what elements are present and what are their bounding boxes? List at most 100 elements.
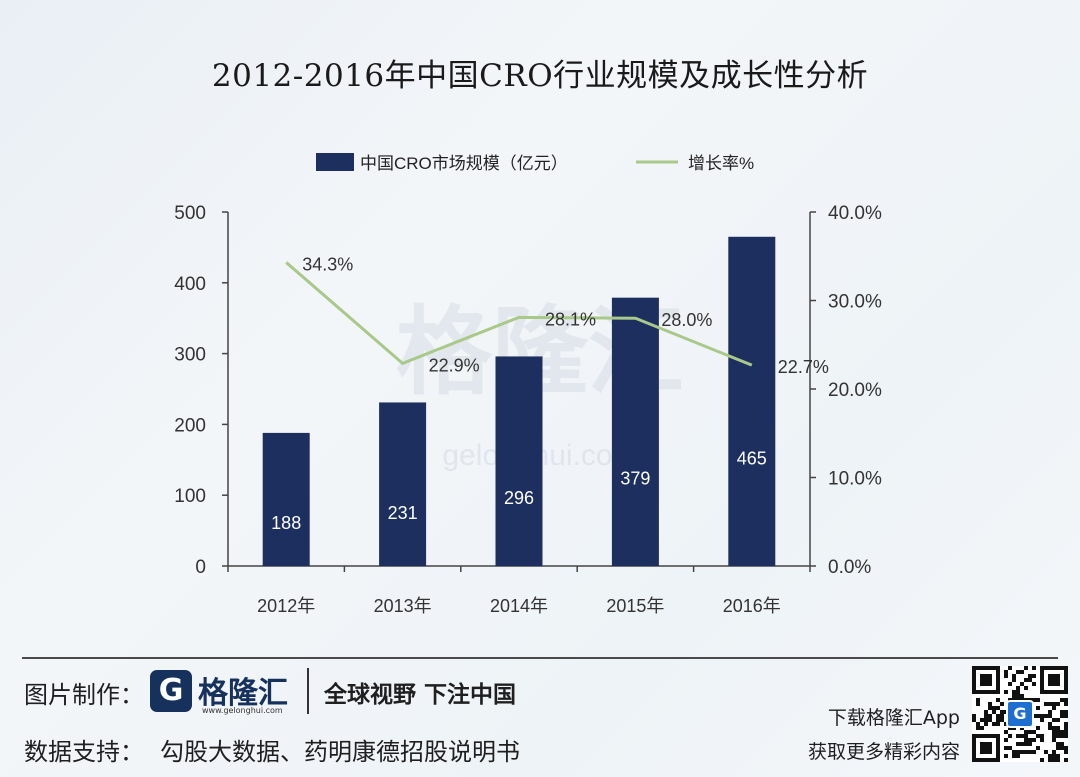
qr-module: [1008, 666, 1012, 670]
qr-module: [976, 722, 980, 726]
app-promo-text: 获取更多精彩内容: [807, 741, 960, 763]
qr-module: [1064, 734, 1068, 738]
qr-finder-module: [980, 742, 992, 754]
qr-module: [1064, 750, 1068, 754]
qr-module: [1032, 666, 1036, 670]
qr-module: [1032, 698, 1036, 702]
bar: [611, 297, 659, 566]
qr-module: [1004, 674, 1008, 678]
qr-module: [1020, 694, 1024, 698]
qr-module: [1064, 710, 1068, 714]
qr-code[interactable]: G: [972, 666, 1068, 762]
qr-module: [1036, 746, 1040, 750]
qr-module: [984, 718, 988, 722]
bar-data-label: 296: [504, 488, 534, 508]
qr-module: [984, 710, 988, 714]
qr-module: [1036, 698, 1040, 702]
qr-module: [1060, 746, 1064, 750]
qr-module: [1060, 714, 1064, 718]
qr-module: [1060, 730, 1064, 734]
qr-module: [1032, 682, 1036, 686]
qr-module: [1020, 726, 1024, 730]
qr-module: [996, 714, 1000, 718]
qr-module: [1008, 746, 1012, 750]
x-tick-label: 2016年: [723, 596, 781, 616]
qr-module: [1020, 750, 1024, 754]
qr-module: [1048, 758, 1052, 762]
qr-module: [1004, 746, 1008, 750]
footer-vertical-divider: [307, 668, 309, 714]
qr-module: [1036, 706, 1040, 710]
qr-module: [988, 714, 992, 718]
qr-module: [1032, 730, 1036, 734]
qr-module: [1004, 670, 1008, 674]
qr-logo-icon: G: [1006, 700, 1034, 728]
qr-module: [1056, 746, 1060, 750]
legend-line-label: 增长率%: [688, 154, 754, 173]
qr-module: [1052, 718, 1056, 722]
legend-bar-label: 中国CRO市场规模（亿元）: [360, 154, 568, 173]
qr-module: [972, 718, 976, 722]
bar: [262, 432, 310, 566]
app-download-text: 下载格隆汇App: [827, 707, 960, 729]
qr-module: [1064, 722, 1068, 726]
qr-module: [1032, 674, 1036, 678]
qr-module: [1016, 754, 1020, 758]
qr-module: [1060, 742, 1064, 746]
qr-module: [1044, 750, 1048, 754]
brand-logo[interactable]: G 格隆汇 www.gelonghui.com: [150, 668, 295, 716]
qr-module: [1064, 746, 1068, 750]
qr-module: [1040, 738, 1044, 742]
bar-data-label: 231: [388, 503, 418, 523]
qr-module: [996, 718, 1000, 722]
qr-module: [1064, 714, 1068, 718]
qr-module: [1016, 690, 1020, 694]
x-tick-label: 2015年: [606, 596, 664, 616]
bar: [495, 356, 543, 566]
qr-module: [1016, 670, 1020, 674]
qr-module: [1004, 690, 1008, 694]
footer-divider-line: [22, 657, 1058, 659]
bar-data-label: 379: [620, 468, 650, 488]
qr-module: [1032, 714, 1036, 718]
line-data-label: 22.9%: [429, 355, 480, 375]
qr-module: [1052, 758, 1056, 762]
qr-module: [976, 698, 980, 702]
qr-module: [980, 718, 984, 722]
qr-module: [1056, 754, 1060, 758]
qr-module: [1044, 714, 1048, 718]
qr-module: [1028, 678, 1032, 682]
qr-module: [1048, 714, 1052, 718]
qr-module: [992, 722, 996, 726]
x-tick-label: 2014年: [490, 596, 548, 616]
brand-url: www.gelonghui.com: [202, 706, 283, 715]
qr-module: [1024, 742, 1028, 746]
qr-module: [1028, 742, 1032, 746]
qr-module: [1048, 726, 1052, 730]
qr-module: [996, 722, 1000, 726]
qr-module: [1056, 742, 1060, 746]
y-left-tick-label: 500: [174, 203, 206, 224]
qr-module: [996, 706, 1000, 710]
qr-module: [1028, 738, 1032, 742]
qr-module: [1040, 758, 1044, 762]
qr-module: [976, 726, 980, 730]
line-data-label: 34.3%: [302, 254, 353, 274]
qr-module: [1004, 754, 1008, 758]
y-right-tick-label: 0.0%: [828, 557, 871, 578]
qr-module: [984, 714, 988, 718]
line-data-label: 28.1%: [545, 309, 596, 329]
qr-module: [1012, 754, 1016, 758]
qr-module: [1056, 702, 1060, 706]
qr-module: [992, 706, 996, 710]
qr-module: [1056, 730, 1060, 734]
qr-module: [988, 718, 992, 722]
qr-module: [1016, 694, 1020, 698]
brand-name: 格隆汇: [198, 676, 288, 711]
source-text: 勾股大数据、药明康德招股说明书: [160, 738, 520, 766]
qr-module: [1016, 742, 1020, 746]
y-left-tick-label: 300: [174, 345, 206, 366]
qr-module: [1024, 734, 1028, 738]
legend-bar-swatch: [316, 153, 354, 171]
credit-label: 图片制作：: [24, 681, 144, 709]
